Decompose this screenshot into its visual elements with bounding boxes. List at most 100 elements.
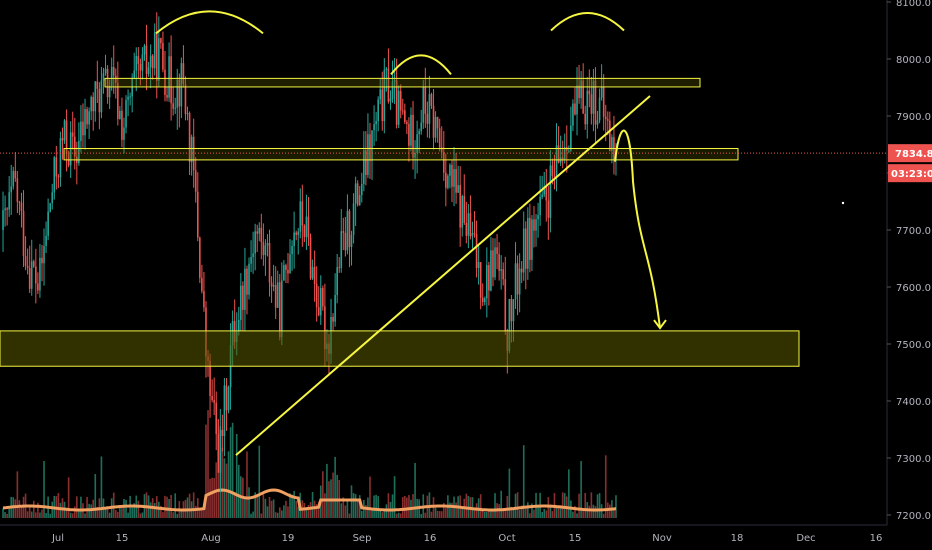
volume-bar [381,512,384,518]
price-tick-label: 7300.0 [896,454,931,465]
candle-body [596,120,599,125]
candle-body [451,164,453,187]
candle-body [47,211,49,236]
volume-bar [59,502,62,518]
candle-body [20,202,23,211]
volume-bar [283,505,285,518]
volume-bar [49,513,51,518]
resistance-zone-rectangle[interactable] [104,77,701,88]
volume-bar [14,499,17,518]
candle-body [533,219,535,231]
candle-body [539,196,541,216]
candle-body [158,38,160,81]
volume-bar [520,505,523,518]
candle-body [588,90,591,95]
candle-body [414,152,416,158]
volume-bar [455,502,457,518]
candle-body [6,208,8,210]
candle-body [4,208,6,211]
middle-top-arc [390,54,452,76]
candle-body [543,186,546,195]
volume-bar [309,502,312,518]
candle-body [295,232,297,235]
candle-body [149,55,152,68]
candle-body [45,235,47,246]
candle-body [278,282,281,338]
candle-body [561,157,564,160]
volume-bar [442,502,445,518]
volume-bar [121,505,123,518]
candle-body [537,215,539,220]
candle-body [276,282,279,308]
candle-body [576,85,578,115]
drawn-annotations[interactable] [0,10,887,456]
volume-bar [153,502,156,518]
volume-bar [576,513,578,518]
current-price-badge [888,144,932,163]
volume-bar [322,471,324,518]
marker-dot [841,201,845,205]
candle-body [494,247,496,278]
candle-body [49,203,51,212]
candle-body [35,266,37,284]
candle-body [211,396,213,401]
rising-trendline[interactable] [235,95,651,456]
candle-body [529,217,531,260]
candle-body [125,99,127,128]
candle-body [297,231,300,235]
candle-body [213,400,215,403]
time-tick-label: Jul [51,533,64,544]
volume-bar [266,506,269,518]
volume-bar [332,472,334,518]
volume-bar [69,512,72,518]
candle-body [598,97,601,121]
candle-body [565,147,568,151]
volume-bar [527,502,529,518]
candle-body [264,245,267,256]
volume-bar [272,499,275,518]
candle-body [395,80,398,125]
left-top-arc [155,10,264,35]
candle-body [227,387,230,411]
candle-body [459,185,461,228]
volume-bar [112,492,115,518]
volume-bar [141,512,144,518]
candle-body [84,109,86,136]
volume-bar [28,505,31,518]
candle-body [12,170,15,187]
volume-bar [508,468,511,518]
candle-body [594,80,597,125]
volume-bar [379,509,382,518]
volume-bar [289,493,291,518]
volume-bar [354,494,357,518]
volume-bar [609,504,611,518]
candle-body [266,242,269,246]
candle-body [334,295,336,322]
volume-bar [235,433,238,518]
candle-body [580,80,582,99]
candle-body [174,107,177,109]
candle-body [299,201,302,232]
candle-body [274,285,277,308]
volume-bar [514,493,517,518]
mid-zone-rectangle[interactable] [63,147,739,161]
candle-body [373,124,375,131]
volume-bar [119,507,121,518]
candle-body [479,262,482,298]
volume-bar [340,503,343,518]
candle-body [182,63,185,84]
candle-body [94,81,97,112]
volume-bar [270,500,273,518]
candle-body [516,263,519,295]
candle-body [350,234,353,248]
time-tick-label: 15 [116,533,129,544]
time-axis[interactable]: Jul 15 Aug 19 Sep 16 Oct 15 Nov 18 Dec 16 [51,533,882,544]
support-zone-rectangle[interactable] [0,330,800,367]
candle-body [531,219,533,260]
volume-bar [166,496,168,518]
candle-body [358,195,361,205]
volume-bar [125,499,127,518]
volume-bar [588,505,591,518]
volume-bar [572,511,574,518]
